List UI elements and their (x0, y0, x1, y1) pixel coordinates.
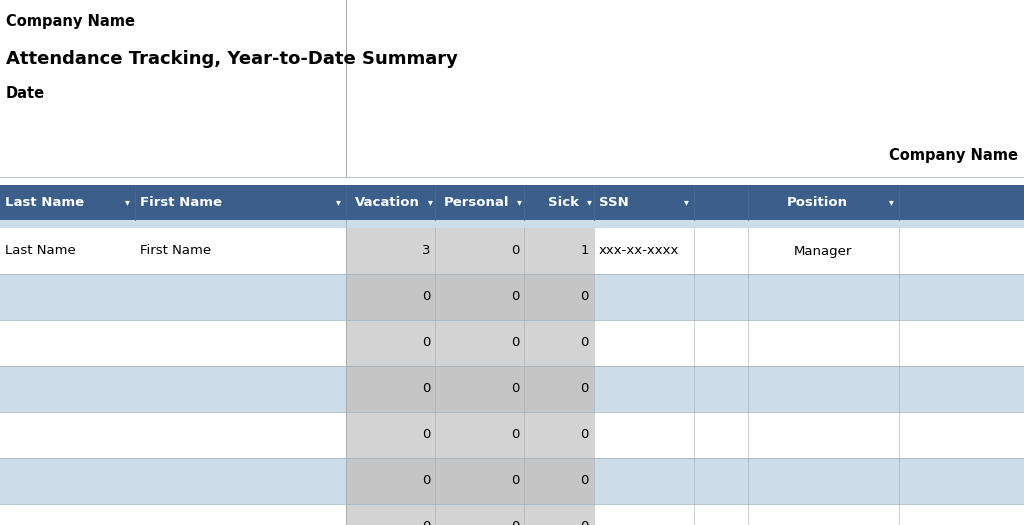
Bar (0, 366, 346, 412)
Text: 0: 0 (581, 428, 589, 442)
Text: First Name: First Name (140, 196, 222, 209)
Bar (0, 504, 346, 525)
Text: Last Name: Last Name (5, 196, 84, 209)
Bar (0, 458, 346, 504)
Text: 0: 0 (581, 475, 589, 488)
Text: Attendance Tracking, Year-to-Date Summary: Attendance Tracking, Year-to-Date Summar… (6, 50, 458, 68)
Bar (0, 228, 346, 274)
Text: SSN: SSN (599, 196, 629, 209)
Text: Position: Position (786, 196, 848, 209)
Bar (0, 220, 1024, 228)
Bar (594, 504, 1024, 525)
Bar (346, 412, 594, 458)
Text: Sick: Sick (548, 196, 579, 209)
Text: 0: 0 (422, 428, 430, 442)
Bar (346, 274, 594, 320)
Text: ▾: ▾ (428, 197, 432, 207)
Text: Vacation: Vacation (355, 196, 420, 209)
Text: 0: 0 (581, 337, 589, 350)
Text: 0: 0 (422, 383, 430, 395)
Text: 0: 0 (511, 428, 519, 442)
Text: 0: 0 (422, 520, 430, 525)
Bar (594, 320, 1024, 366)
Text: 1: 1 (581, 245, 589, 257)
Text: ▾: ▾ (336, 197, 341, 207)
Bar (346, 320, 594, 366)
Text: 0: 0 (511, 520, 519, 525)
Text: Last Name: Last Name (5, 245, 76, 257)
Bar (346, 228, 594, 274)
Bar (594, 274, 1024, 320)
Text: ▾: ▾ (587, 197, 591, 207)
Bar (0, 185, 1024, 220)
Text: 0: 0 (511, 475, 519, 488)
Text: Manager: Manager (794, 245, 853, 257)
Text: ▾: ▾ (125, 197, 130, 207)
Text: 0: 0 (511, 337, 519, 350)
Text: Company Name: Company Name (6, 14, 135, 29)
Text: Date: Date (6, 86, 45, 101)
Text: Company Name: Company Name (889, 148, 1018, 163)
Bar (0, 412, 346, 458)
Text: xxx-xx-xxxx: xxx-xx-xxxx (599, 245, 679, 257)
Text: Personal: Personal (443, 196, 509, 209)
Bar (0, 177, 1024, 185)
Text: 0: 0 (581, 520, 589, 525)
Text: 0: 0 (422, 337, 430, 350)
Bar (346, 366, 594, 412)
Text: 0: 0 (511, 383, 519, 395)
Text: ▾: ▾ (517, 197, 521, 207)
Text: 0: 0 (511, 245, 519, 257)
Text: 0: 0 (581, 290, 589, 303)
Text: 0: 0 (422, 475, 430, 488)
Bar (0, 274, 346, 320)
Bar (594, 458, 1024, 504)
Text: 0: 0 (511, 290, 519, 303)
Text: 0: 0 (422, 290, 430, 303)
Text: ▾: ▾ (684, 197, 689, 207)
Bar (594, 228, 1024, 274)
Bar (346, 504, 594, 525)
Bar (346, 458, 594, 504)
Bar (594, 366, 1024, 412)
Text: 0: 0 (581, 383, 589, 395)
Bar (0, 320, 346, 366)
Text: First Name: First Name (140, 245, 211, 257)
Bar (594, 412, 1024, 458)
Text: ▾: ▾ (889, 197, 894, 207)
Text: 3: 3 (422, 245, 430, 257)
